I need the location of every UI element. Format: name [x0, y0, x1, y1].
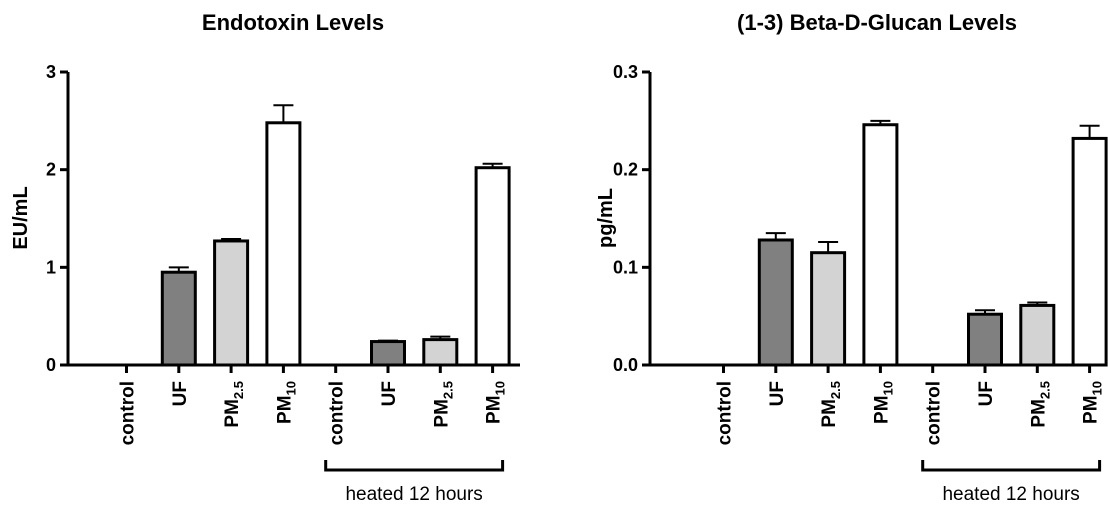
group-bracket — [921, 460, 1102, 472]
bar — [370, 340, 406, 367]
group-bracket-label: heated 12 hours — [942, 484, 1079, 505]
x-tick-label: UF — [767, 381, 788, 406]
bar — [265, 121, 302, 367]
x-tick-label: control — [924, 381, 945, 445]
x-tick-label: control — [327, 381, 348, 445]
y-tick-label: 3 — [46, 62, 56, 82]
y-tick-label: 0.0 — [613, 355, 638, 375]
x-tick-label: PM2.5 — [819, 381, 843, 428]
bar — [422, 338, 459, 367]
chart-1: Endotoxin Levels EU/mL 0 1 2 3 control UF PM2.5 P… — [10, 10, 520, 505]
x-tick-label: PM10 — [484, 381, 508, 424]
chart-title: (1-3) Beta-D-Glucan Levels — [737, 10, 1017, 35]
bar — [1071, 136, 1108, 367]
x-tick-label: UF — [976, 381, 997, 406]
chart-2: (1-3) Beta-D-Glucan Levels pg/mL 0.0 0.1 0.2… — [595, 10, 1108, 505]
bar — [967, 312, 1003, 367]
y-tick-label: 1 — [46, 257, 56, 277]
y-tick-label: 0.2 — [613, 160, 638, 180]
bar — [213, 239, 250, 367]
chart-title: Endotoxin Levels — [202, 10, 384, 35]
bar — [757, 238, 794, 367]
x-tick-label: UF — [170, 381, 191, 406]
bar — [810, 251, 847, 367]
x-tick-label: PM2.5 — [222, 381, 246, 428]
y-tick-label: 0 — [46, 355, 56, 375]
bar — [1019, 303, 1056, 367]
x-tick-label: PM10 — [274, 381, 298, 424]
x-tick-label: PM2.5 — [1028, 381, 1052, 428]
x-tick-label: PM10 — [871, 381, 895, 424]
bar — [862, 123, 899, 367]
y-axis-label: pg/mL — [595, 188, 617, 248]
bar — [474, 166, 511, 367]
group-bracket — [324, 460, 505, 472]
x-tick-label: UF — [379, 381, 400, 406]
y-tick-label: 2 — [46, 160, 56, 180]
x-tick-label: PM2.5 — [431, 381, 455, 428]
x-tick-label: PM10 — [1081, 381, 1105, 424]
x-tick-label: control — [715, 381, 736, 445]
y-tick-label: 0.1 — [613, 257, 638, 277]
bar — [160, 270, 197, 367]
group-bracket-label: heated 12 hours — [345, 484, 482, 505]
x-tick-label: control — [118, 381, 139, 445]
y-axis-label: EU/mL — [10, 186, 32, 249]
y-tick-label: 0.3 — [613, 62, 638, 82]
